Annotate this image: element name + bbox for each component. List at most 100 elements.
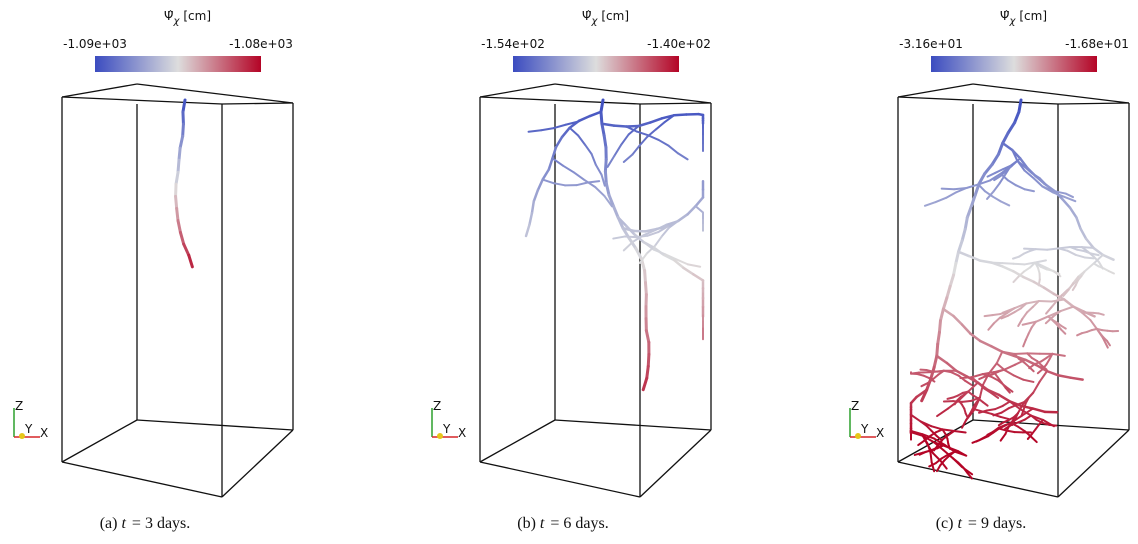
root-segment <box>1015 112 1019 123</box>
colorbar-unit: [cm] <box>183 9 211 23</box>
root-segment <box>979 376 985 379</box>
root-segment <box>970 334 980 341</box>
root-segment <box>693 274 703 280</box>
colorbar <box>513 56 679 72</box>
root-segment <box>647 366 649 378</box>
root-segment <box>965 381 972 385</box>
root-segment <box>648 135 659 140</box>
root-segment <box>1076 217 1080 228</box>
root-segment <box>1059 375 1071 377</box>
root-segment <box>1090 320 1096 329</box>
root-segment <box>538 180 543 191</box>
colorbar-subscript: χ <box>172 16 180 27</box>
root-segment <box>1016 185 1025 189</box>
root-segment <box>925 202 936 206</box>
caption-text: = 6 days. <box>550 515 608 532</box>
root-segment <box>980 261 991 263</box>
root-segment <box>975 409 984 411</box>
root-segment <box>960 377 971 378</box>
x-label: X <box>876 426 884 440</box>
colorbar-title: Ψ̂χ[cm] <box>164 9 211 27</box>
root-segment <box>948 398 953 399</box>
root-segment <box>993 197 1001 202</box>
root-segment <box>688 206 696 214</box>
root-segment <box>985 315 993 316</box>
root-segment <box>177 208 178 220</box>
root-segment <box>1073 285 1076 290</box>
root-segment <box>648 354 649 366</box>
root-segment <box>1033 409 1045 412</box>
root-segment <box>997 352 1003 364</box>
root-segment <box>688 264 700 266</box>
x-label: X <box>40 426 48 440</box>
caption-label: (c) <box>936 515 954 532</box>
root-segment <box>911 415 921 422</box>
root-segment <box>534 190 538 201</box>
root-segment <box>656 122 665 129</box>
root-segment <box>972 440 979 443</box>
box-edge <box>898 84 973 97</box>
root-segment <box>1052 354 1064 356</box>
root-segment <box>1014 375 1024 379</box>
root-segment <box>595 187 604 196</box>
root-segment <box>947 286 950 297</box>
box-edge <box>137 84 293 103</box>
root-segment <box>1023 340 1026 346</box>
root-segment <box>180 136 183 148</box>
root-segment <box>636 248 642 259</box>
box-edge <box>555 420 711 430</box>
root-segment <box>999 422 1004 425</box>
root-segment <box>1039 279 1040 285</box>
root-segment <box>983 402 988 406</box>
y-label: Y <box>24 422 33 436</box>
root-segment <box>1013 277 1018 282</box>
root-segment <box>937 344 938 356</box>
root-segment <box>1044 288 1054 294</box>
root-segment <box>604 136 606 148</box>
root-segment <box>645 283 646 295</box>
root-segment <box>640 137 648 146</box>
root-segment <box>937 409 948 416</box>
root-segment <box>1013 264 1024 265</box>
root-segment <box>1058 192 1066 194</box>
colorbar-subscript: χ <box>590 16 598 27</box>
caption: (c)t= 9 days. <box>936 515 1027 532</box>
root-segment <box>632 146 639 155</box>
colorbar-max-label: -1.08e+03 <box>229 37 293 51</box>
root-segment <box>602 124 614 126</box>
root-segment <box>1070 208 1076 218</box>
root-segment <box>529 213 531 225</box>
root-segment <box>1003 402 1010 406</box>
root-segment <box>943 298 947 309</box>
root-segment <box>1022 312 1027 319</box>
root-segment <box>613 206 618 217</box>
box-edge <box>62 97 222 104</box>
root-segment <box>997 363 1005 370</box>
colorbar-min-label: -1.09e+03 <box>63 37 127 51</box>
root-segment <box>563 166 574 173</box>
root-segment <box>179 148 180 160</box>
z-label: Z <box>851 399 859 413</box>
root-segment <box>936 429 943 432</box>
caption-variable: t <box>957 515 962 532</box>
root-segment <box>941 309 944 321</box>
root-segment <box>1003 263 1014 264</box>
root-segment <box>985 164 992 173</box>
box-edge <box>973 84 1129 103</box>
root-segment <box>1025 189 1034 191</box>
root-segment <box>1001 201 1009 205</box>
root-segment <box>995 406 1003 409</box>
root-segment <box>1107 341 1110 345</box>
root-segment <box>962 401 971 402</box>
root-segment <box>1036 249 1048 250</box>
colorbar-min-label: -1.54e+02 <box>481 37 545 51</box>
root-segment <box>543 170 549 180</box>
x-label: X <box>458 426 466 440</box>
root-segment <box>532 201 534 213</box>
root-segment <box>574 172 584 179</box>
root-segment <box>1061 326 1066 329</box>
root-segment <box>939 321 940 333</box>
root-segment <box>1061 329 1065 333</box>
root-segment <box>962 229 965 240</box>
caption-text: = 3 days. <box>132 515 190 532</box>
